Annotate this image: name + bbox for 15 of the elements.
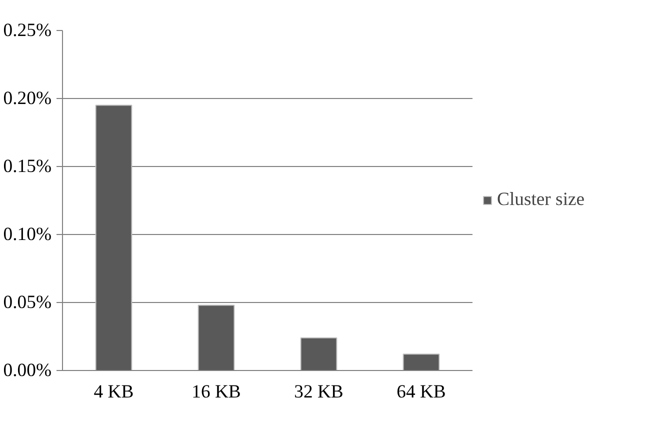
- bar: [95, 104, 132, 370]
- x-tick-label: 64 KB: [396, 382, 446, 402]
- y-tick-label: 0.25%: [3, 20, 52, 41]
- x-tick-label: 4 KB: [94, 382, 134, 402]
- x-tick-label: 16 KB: [192, 382, 241, 402]
- bar: [198, 304, 235, 370]
- y-tick-label: 0.20%: [3, 88, 52, 109]
- legend-label: Cluster size: [497, 189, 585, 211]
- y-tick-label: 0.05%: [3, 292, 52, 313]
- y-tick-label: 0.10%: [3, 224, 52, 245]
- y-tick-label: 0.00%: [3, 360, 52, 381]
- bar: [300, 337, 338, 370]
- y-tick-label: 0.15%: [3, 156, 52, 177]
- x-tick-label: 32 KB: [294, 382, 344, 402]
- bar: [402, 354, 440, 370]
